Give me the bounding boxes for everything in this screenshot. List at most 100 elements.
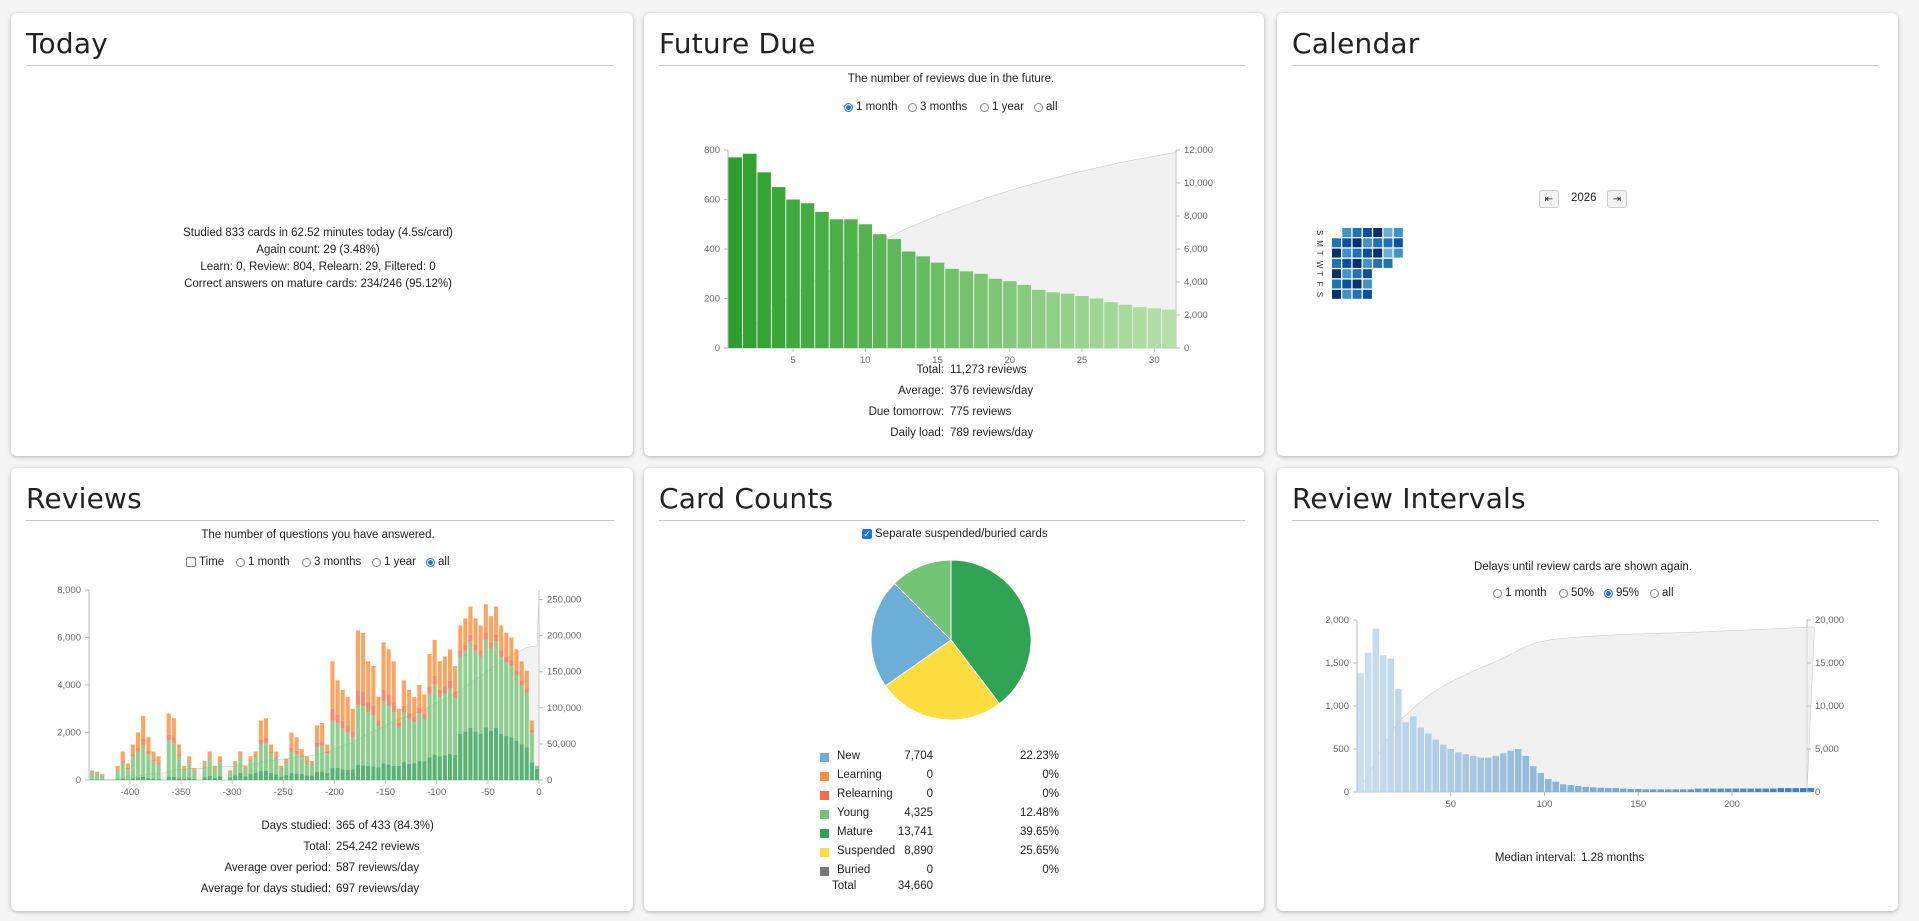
bar-relearn xyxy=(320,741,325,746)
legend-count: 8,890 xyxy=(904,845,933,857)
radio-icon[interactable] xyxy=(1604,588,1613,598)
bar-learn xyxy=(335,680,340,715)
bar-learn xyxy=(320,723,325,742)
bar-mature xyxy=(514,740,519,780)
legend-label[interactable]: Relearning xyxy=(837,788,893,800)
bar-relearn xyxy=(289,747,294,752)
stat-average: Average: xyxy=(898,385,944,397)
stat-total: Total: xyxy=(916,364,945,376)
legend-label[interactable]: Buried xyxy=(837,864,871,876)
radio-icon[interactable] xyxy=(372,557,381,567)
bar-young xyxy=(473,650,478,732)
bar-learn xyxy=(325,744,330,752)
radio-icon[interactable] xyxy=(1559,588,1568,598)
legend-total-label: Total xyxy=(832,880,857,892)
range-all[interactable]: all xyxy=(1034,101,1058,113)
range-1-year[interactable]: 1 year xyxy=(372,556,416,568)
bar-young xyxy=(350,737,355,770)
checkbox-checked-icon[interactable]: ✓ xyxy=(862,529,872,539)
bar-mature xyxy=(442,755,447,780)
calendar-day xyxy=(1342,228,1352,237)
range-95-percent[interactable]: 95% xyxy=(1604,587,1639,599)
radio-icon[interactable] xyxy=(236,557,245,567)
bar-mature xyxy=(248,774,253,780)
bar-mature xyxy=(238,772,243,780)
range-50-percent[interactable]: 50% xyxy=(1559,587,1594,599)
range-label: 95% xyxy=(1616,587,1640,599)
bar-young xyxy=(396,726,401,766)
stat-days-studied-value: 365 of 433 (84.3%) xyxy=(336,820,434,832)
legend-label[interactable]: Learning xyxy=(837,769,882,781)
bar-young xyxy=(366,712,371,766)
legend-label[interactable]: Mature xyxy=(837,826,873,838)
bar-mature xyxy=(483,727,488,780)
stat-total: Total: xyxy=(303,841,332,853)
time-toggle[interactable]: Time xyxy=(186,556,224,568)
separate-suspended-toggle[interactable]: ✓ Separate suspended/buried cards xyxy=(862,528,1048,540)
radio-icon[interactable] xyxy=(1650,588,1659,598)
card-counts-pie xyxy=(870,559,1032,721)
range-1-month[interactable]: 1 month xyxy=(1493,587,1547,599)
next-year-button[interactable]: ⇥ xyxy=(1607,190,1627,208)
bar-mature xyxy=(243,776,248,780)
legend-label[interactable]: New xyxy=(837,750,861,762)
radio-icon[interactable] xyxy=(908,102,917,112)
future-due-title: Future Due xyxy=(659,27,816,60)
calendar-day xyxy=(1332,238,1341,248)
bar xyxy=(1800,788,1807,792)
range-1-year[interactable]: 1 year xyxy=(980,101,1024,113)
bar-young xyxy=(524,692,529,748)
range-1-month[interactable]: 1 month xyxy=(236,556,290,568)
bar-learn xyxy=(115,765,120,770)
bar-relearn xyxy=(391,702,396,713)
radio-icon[interactable] xyxy=(1493,588,1502,598)
bar-learn xyxy=(407,689,412,713)
bar-mature xyxy=(315,771,320,780)
bar xyxy=(1702,788,1709,792)
stat-total-value: 11,273 reviews xyxy=(950,364,1027,376)
bar-relearn xyxy=(366,702,371,713)
range-all[interactable]: all xyxy=(1650,587,1674,599)
bar-young xyxy=(417,713,422,761)
bar-young xyxy=(422,718,427,762)
bar-young xyxy=(529,732,534,763)
bar-mature xyxy=(488,730,493,780)
bar-young xyxy=(355,705,360,765)
bar-mature xyxy=(269,772,274,780)
radio-icon[interactable] xyxy=(1034,102,1043,112)
bar-relearn xyxy=(212,768,217,770)
radio-icon[interactable] xyxy=(980,102,989,112)
bar xyxy=(1695,788,1702,792)
calendar-day xyxy=(1332,289,1341,299)
pie-slice-suspended xyxy=(884,639,1001,721)
bar-learn xyxy=(514,649,519,671)
bar-learn xyxy=(192,768,197,771)
range-3-months[interactable]: 3 months xyxy=(302,556,361,568)
bar-young xyxy=(279,768,284,777)
range-1-month[interactable]: 1 month xyxy=(844,101,898,113)
legend-label[interactable]: Suspended xyxy=(837,845,896,857)
reviews-chart: 0 2,000 4,000 6,000 8,000 0 50,000 100,000 150,0… xyxy=(57,585,581,798)
checkbox-icon[interactable] xyxy=(186,557,196,567)
radio-icon[interactable] xyxy=(426,557,435,567)
bar xyxy=(1530,766,1537,792)
calendar-day xyxy=(1342,238,1352,248)
bar-young xyxy=(136,751,141,778)
legend-label[interactable]: Young xyxy=(837,807,870,819)
prev-year-button[interactable]: ⇤ xyxy=(1539,190,1559,208)
bar-mature xyxy=(345,770,350,780)
calendar-day xyxy=(1352,258,1362,268)
bar xyxy=(1605,788,1612,792)
calendar-day xyxy=(1383,248,1393,258)
radio-icon[interactable] xyxy=(844,102,853,112)
range-3-months[interactable]: 3 months xyxy=(908,101,967,113)
radio-icon[interactable] xyxy=(302,557,311,567)
bar-relearn xyxy=(207,757,212,759)
bar-young xyxy=(519,685,524,745)
bar xyxy=(1575,786,1582,792)
arrow-left-icon: ⇤ xyxy=(1544,194,1554,205)
legend-percent: 25.65% xyxy=(1019,845,1059,857)
bar-mature xyxy=(192,778,197,780)
bar-relearn xyxy=(376,720,381,726)
range-all[interactable]: all xyxy=(426,556,450,568)
